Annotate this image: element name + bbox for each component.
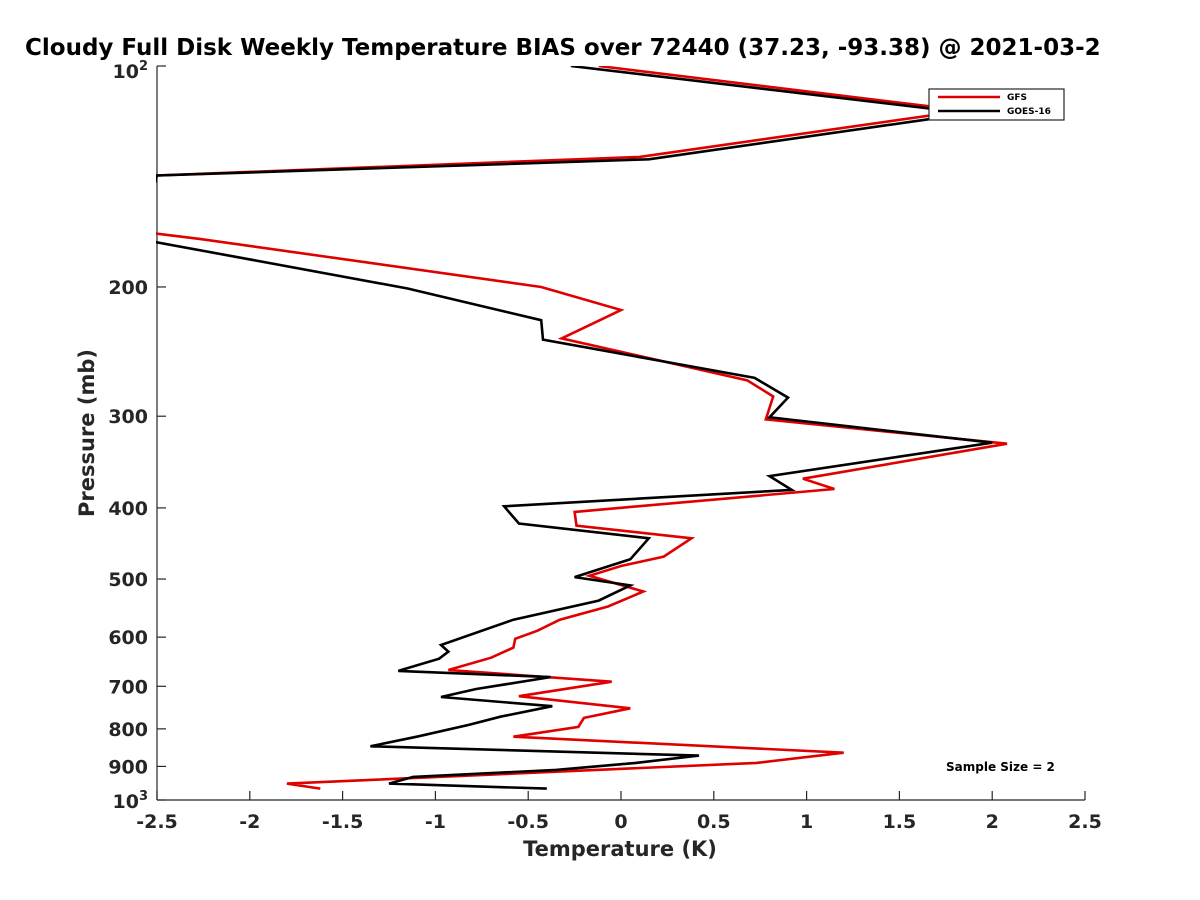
legend-label-goes16: GOES-16 bbox=[1007, 107, 1051, 117]
y-tick-label: 400 bbox=[108, 498, 148, 520]
x-tick-label: 1.5 bbox=[883, 811, 917, 833]
y-tick-label-top: 102 bbox=[113, 59, 149, 83]
y-tick-label: 300 bbox=[108, 406, 148, 428]
y-tick-label: 500 bbox=[108, 569, 148, 591]
y-tick-label-bottom: 103 bbox=[113, 789, 149, 813]
x-tick-label: -1 bbox=[425, 811, 446, 833]
legend-label-gfs: GFS bbox=[1007, 93, 1027, 103]
y-tick-label: 900 bbox=[108, 756, 148, 778]
series-line-gfs bbox=[156, 66, 1008, 790]
x-tick-label: -1.5 bbox=[322, 811, 364, 833]
chart-title: Cloudy Full Disk Weekly Temperature BIAS… bbox=[25, 35, 1101, 61]
y-tick-label: 600 bbox=[108, 627, 148, 649]
x-tick-label: 2.5 bbox=[1068, 811, 1102, 833]
y-tick-label: 200 bbox=[108, 277, 148, 299]
x-tick-label: -2 bbox=[239, 811, 260, 833]
x-axis-title: Temperature (K) bbox=[523, 837, 717, 861]
x-tick-label: -2.5 bbox=[136, 811, 178, 833]
legend-box bbox=[928, 88, 1065, 121]
y-axis-title: Pressure (mb) bbox=[75, 349, 99, 517]
y-tick-label: 700 bbox=[108, 676, 148, 698]
x-tick-label: 2 bbox=[986, 811, 999, 833]
x-tick-label: 0 bbox=[614, 811, 627, 833]
x-tick-label: 1 bbox=[800, 811, 813, 833]
sample-size-annotation: Sample Size = 2 bbox=[946, 760, 1055, 774]
plot-area bbox=[157, 66, 1085, 800]
x-axis-ticks: -2.5 -2 -1.5 -1 -0.5 0 0.5 1 1.5 2 2.5 bbox=[136, 791, 1102, 833]
x-tick-label: 0.5 bbox=[697, 811, 731, 833]
legend: GFS GOES-16 bbox=[928, 88, 1065, 121]
x-tick-label: -0.5 bbox=[507, 811, 549, 833]
series-line-goes16 bbox=[156, 66, 993, 790]
y-axis-ticks: 200 300 400 500 600 700 800 900 bbox=[108, 65, 166, 801]
y-tick-label: 800 bbox=[108, 719, 148, 741]
series-layer bbox=[156, 66, 1008, 790]
